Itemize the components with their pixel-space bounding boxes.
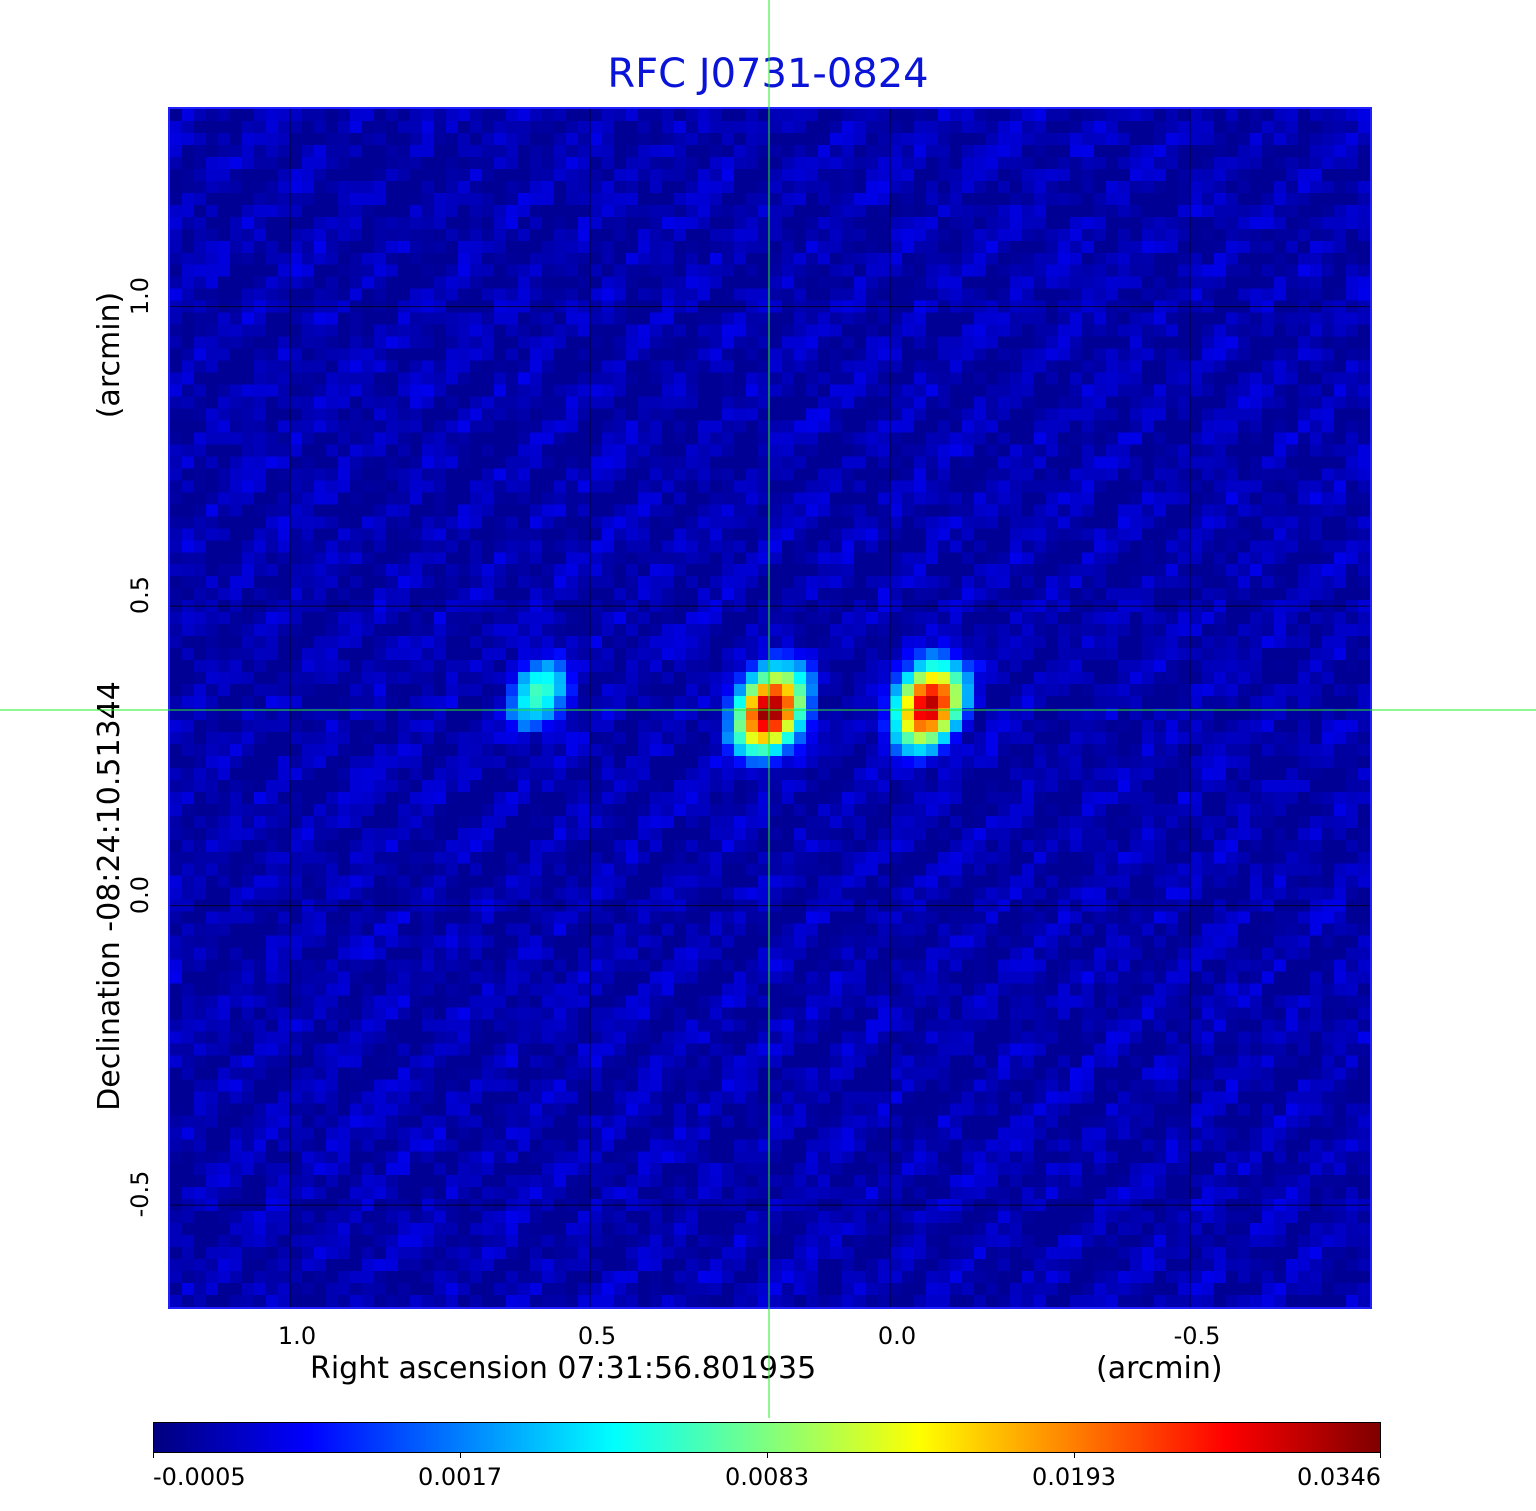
chart-title: RFC J0731-0824	[607, 51, 929, 97]
colorbar-tick-mark	[767, 1452, 768, 1458]
colorbar-tick-label: 0.0193	[1032, 1463, 1116, 1491]
y-axis-unit: (arcmin)	[92, 291, 127, 419]
x-axis-unit: (arcmin)	[1096, 1351, 1223, 1386]
x-tick-label: -0.5	[1173, 1322, 1221, 1350]
x-tick-label: 0.5	[577, 1322, 617, 1350]
y-tick-label: 0.0	[126, 875, 154, 914]
x-tick-label: 1.0	[277, 1322, 317, 1350]
colorbar-tick-label: 0.0083	[725, 1463, 809, 1491]
colorbar-tick-mark	[460, 1452, 461, 1458]
y-tick-label: 0.5	[126, 576, 154, 615]
y-tick-label: -0.5	[126, 1170, 154, 1218]
x-axis-label: Right ascension 07:31:56.801935	[310, 1351, 817, 1386]
colorbar-tick-label: 0.0017	[418, 1463, 502, 1491]
colorbar-tick-mark	[1380, 1452, 1381, 1458]
colorbar	[153, 1422, 1381, 1453]
y-tick-label: 1.0	[126, 276, 154, 315]
x-tick-label: 0.0	[877, 1322, 917, 1350]
plot-grid	[170, 109, 1370, 1307]
colorbar-tick-label: 0.0346	[1297, 1463, 1381, 1491]
colorbar-tick-label: -0.0005	[153, 1463, 246, 1491]
colorbar-tick-mark	[153, 1452, 154, 1458]
y-axis-label: Declination -08:24:10.51344	[92, 681, 127, 1111]
image-plot-area[interactable]	[168, 107, 1372, 1309]
intensity-map	[170, 109, 1370, 1307]
colorbar-tick-mark	[1074, 1452, 1075, 1458]
